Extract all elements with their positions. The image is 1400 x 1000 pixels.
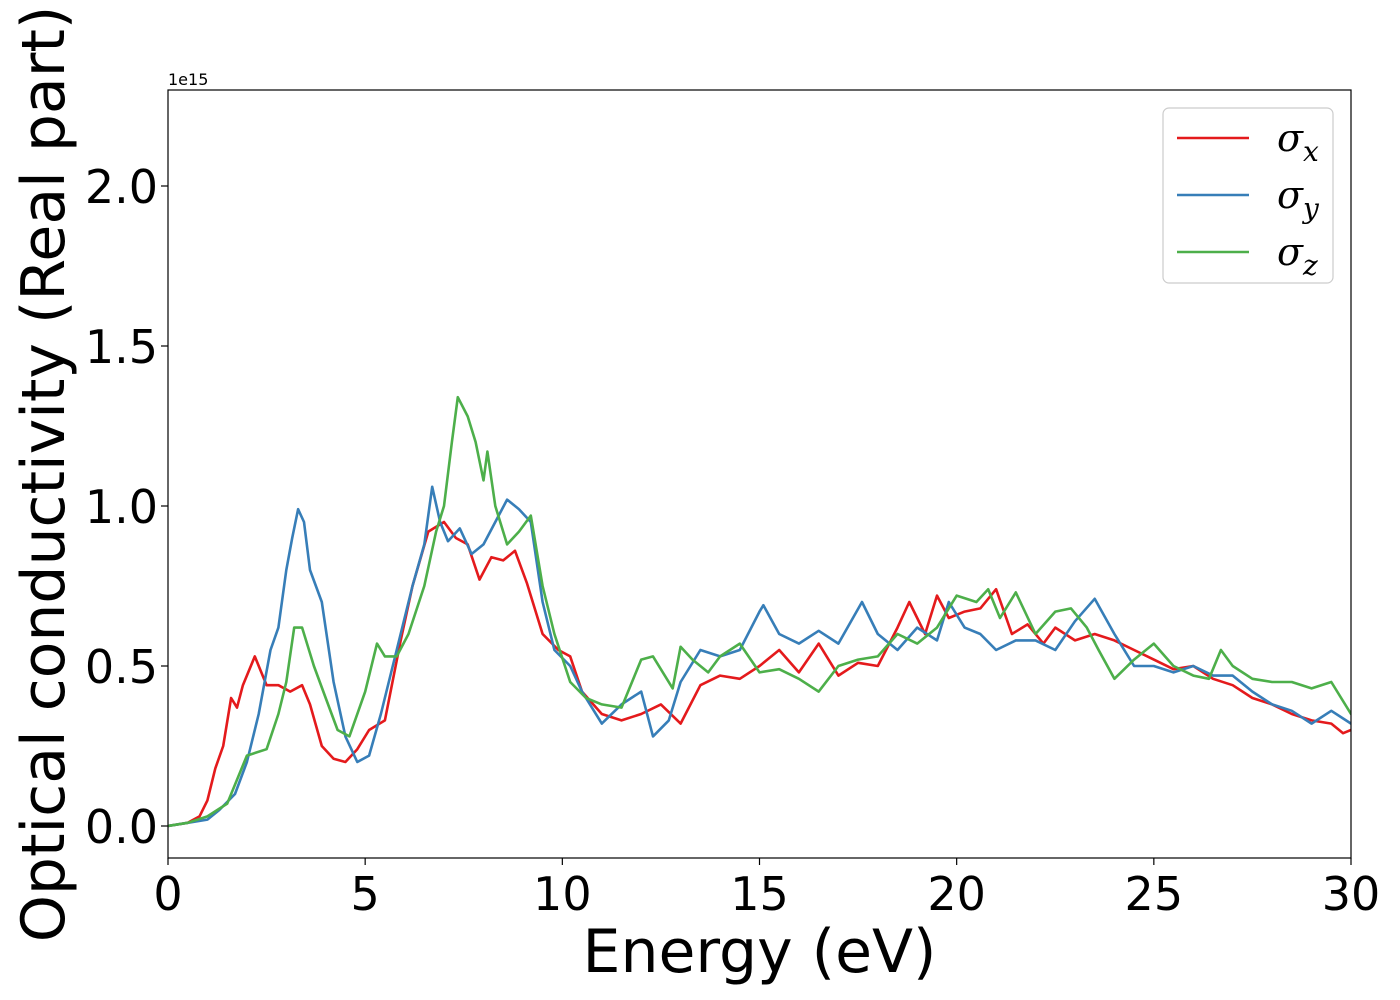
y-axis-offset-label: 1e15 [168, 70, 208, 89]
x-tick-label: 15 [730, 867, 789, 921]
series-line-y [168, 485, 1351, 828]
x-tick-label: 30 [1322, 867, 1381, 921]
series-line-x [168, 520, 1351, 828]
x-axis-ticks: 0 5 10 15 20 25 30 [153, 858, 1380, 921]
legend-item-z: σz [1177, 230, 1318, 282]
series-line-z [168, 395, 1351, 828]
legend-label: σz [1277, 230, 1318, 282]
y-axis-label: Optical conductivity (Real part) [9, 6, 79, 943]
y-tick-label: 1.0 [85, 480, 158, 534]
x-tick-label: 5 [351, 867, 380, 921]
y-tick-label: 0.0 [85, 800, 158, 854]
x-tick-label: 25 [1125, 867, 1184, 921]
x-tick-label: 20 [927, 867, 986, 921]
legend-label: σy [1277, 173, 1320, 225]
legend-label: σx [1277, 116, 1319, 168]
x-tick-label: 0 [153, 867, 182, 921]
legend-item-y: σy [1177, 173, 1320, 225]
y-tick-label: 0.5 [85, 640, 158, 694]
series-layer [168, 395, 1351, 828]
x-axis-label: Energy (eV) [583, 917, 937, 987]
legend-item-x: σx [1177, 116, 1319, 168]
x-tick-label: 10 [533, 867, 592, 921]
y-tick-label: 2.0 [85, 160, 158, 214]
y-tick-label: 1.5 [85, 320, 158, 374]
y-axis-ticks: 0.0 0.5 1.0 1.5 2.0 [85, 160, 168, 854]
